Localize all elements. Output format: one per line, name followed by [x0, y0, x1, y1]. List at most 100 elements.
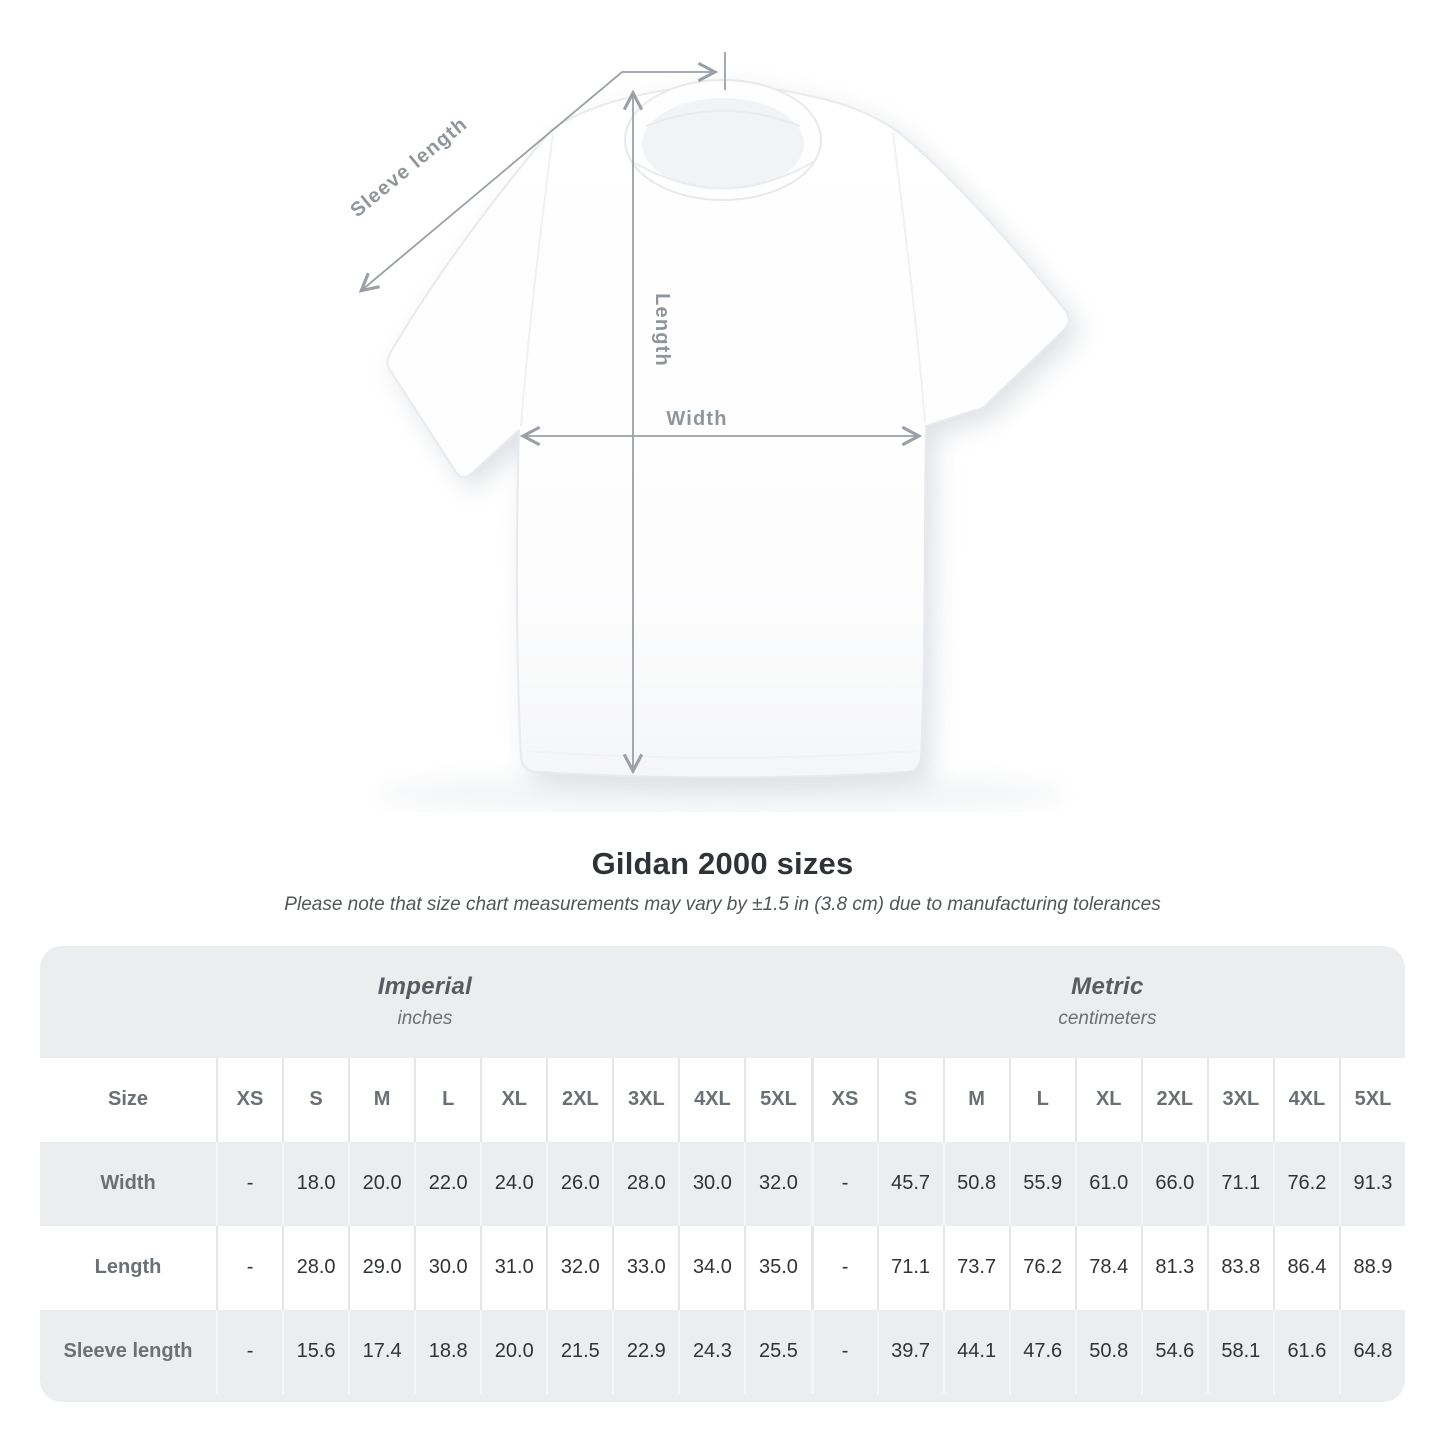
size-column-header: 4XL	[1272, 1057, 1339, 1142]
size-column-header: L	[1008, 1057, 1075, 1142]
table-row: Size XS S M L XL 2XL 3XL 4XL 5XL XS S M L XL 2XL 3XL 4XL 5…	[40, 1057, 1405, 1142]
table-row: Sleeve length -15.6 17.4 18.8 20.0 21.5 22.9 24…	[40, 1309, 1405, 1394]
value-cell: 71.1	[876, 1225, 943, 1310]
metric-section-header: Metric centimeters	[810, 946, 1405, 1058]
row-label: Size	[107, 1088, 149, 1111]
sleeve-length-line	[362, 72, 714, 290]
value-cell: -	[216, 1309, 282, 1394]
value-cell: 24.3	[678, 1309, 744, 1394]
value-cell: 29.0	[348, 1225, 414, 1310]
size-column-header: 3XL	[612, 1057, 678, 1142]
size-column-header: 5XL	[744, 1057, 810, 1142]
size-column-header: 3XL	[1206, 1057, 1273, 1142]
value-cell: 64.8	[1338, 1309, 1405, 1394]
size-column-header: L	[414, 1057, 480, 1142]
value-cell: 45.7	[876, 1141, 943, 1226]
row-label: Length	[94, 1256, 162, 1279]
value-cell: 61.6	[1272, 1309, 1339, 1394]
size-column-header: S	[282, 1057, 348, 1142]
value-cell: 50.8	[1074, 1309, 1141, 1394]
size-column-header: XS	[216, 1057, 282, 1142]
value-cell: 30.0	[678, 1141, 744, 1226]
size-column-header: XS	[810, 1057, 877, 1142]
value-cell: 78.4	[1074, 1225, 1141, 1310]
value-cell: 32.0	[744, 1141, 810, 1226]
imperial-unit: inches	[397, 1008, 453, 1030]
value-cell: 86.4	[1272, 1225, 1339, 1310]
size-column-header: M	[348, 1057, 414, 1142]
value-cell: -	[810, 1141, 877, 1226]
measurement-lines	[362, 52, 918, 770]
value-cell: 22.9	[612, 1309, 678, 1394]
value-cell: 18.8	[414, 1309, 480, 1394]
value-cell: 54.6	[1140, 1309, 1207, 1394]
size-table-card: Imperial inches Metric centimeters Size X…	[40, 945, 1405, 1402]
value-cell: 26.0	[546, 1141, 612, 1226]
value-cell: 55.9	[1008, 1141, 1075, 1226]
value-cell: 20.0	[480, 1309, 546, 1394]
value-cell: 58.1	[1206, 1309, 1273, 1394]
value-cell: 25.5	[744, 1309, 810, 1394]
value-cell: 22.0	[414, 1141, 480, 1226]
imperial-title: Imperial	[377, 973, 473, 1001]
table-row: Length -28.0 29.0 30.0 31.0 32.0 33.0 34.0 35.0-…	[40, 1225, 1405, 1310]
value-cell: 33.0	[612, 1225, 678, 1310]
tshirt-measurement-diagram: Sleeve length Length Width	[346, 52, 1070, 816]
value-cell: 91.3	[1338, 1141, 1405, 1226]
value-cell: 39.7	[876, 1309, 943, 1394]
size-column-header: 5XL	[1338, 1057, 1405, 1142]
value-cell: 73.7	[942, 1225, 1009, 1310]
value-cell: 28.0	[612, 1141, 678, 1226]
value-cell: -	[810, 1225, 877, 1310]
value-cell: 34.0	[678, 1225, 744, 1310]
unit-section-headers: Imperial inches Metric centimeters	[40, 946, 1405, 1058]
value-cell: 28.0	[282, 1225, 348, 1310]
size-column-header: 2XL	[1140, 1057, 1207, 1142]
value-cell: 20.0	[348, 1141, 414, 1226]
value-cell: -	[216, 1141, 282, 1226]
value-cell: 17.4	[348, 1309, 414, 1394]
value-cell: 83.8	[1206, 1225, 1273, 1310]
value-cell: 32.0	[546, 1225, 612, 1310]
value-cell: -	[216, 1225, 282, 1310]
value-cell: 66.0	[1140, 1141, 1207, 1226]
size-column-header: S	[876, 1057, 943, 1142]
size-column-header: M	[942, 1057, 1009, 1142]
size-table-rows: Size XS S M L XL 2XL 3XL 4XL 5XL XS S M L XL 2XL 3XL 4XL 5…	[40, 1057, 1405, 1394]
size-column-header: XL	[480, 1057, 546, 1142]
value-cell: 88.9	[1338, 1225, 1405, 1310]
row-label: Width	[100, 1172, 156, 1195]
page-title: Gildan 2000 sizes	[591, 846, 854, 881]
value-cell: 50.8	[942, 1141, 1009, 1226]
value-cell: 18.0	[282, 1141, 348, 1226]
value-cell: 31.0	[480, 1225, 546, 1310]
metric-title: Metric	[1071, 973, 1144, 1001]
width-label: Width	[666, 408, 727, 430]
size-column-header: 2XL	[546, 1057, 612, 1142]
tolerance-note: Please note that size chart measurements…	[284, 893, 1161, 915]
size-column-header: XL	[1074, 1057, 1141, 1142]
value-cell: 44.1	[942, 1309, 1009, 1394]
value-cell: 76.2	[1272, 1141, 1339, 1226]
value-cell: 47.6	[1008, 1309, 1075, 1394]
value-cell: 61.0	[1074, 1141, 1141, 1226]
value-cell: 21.5	[546, 1309, 612, 1394]
floor-shadow	[377, 772, 1067, 816]
value-cell: 30.0	[414, 1225, 480, 1310]
value-cell: 71.1	[1206, 1141, 1273, 1226]
tshirt-diagram-svg: Sleeve length Length Width	[346, 52, 1070, 816]
imperial-section-header: Imperial inches	[40, 946, 810, 1058]
row-label: Sleeve length	[63, 1340, 193, 1363]
sleeve-length-label: Sleeve length	[346, 113, 472, 222]
value-cell: 35.0	[744, 1225, 810, 1310]
value-cell: 81.3	[1140, 1225, 1207, 1310]
table-row: Width -18.0 20.0 22.0 24.0 26.0 28.0 30.0 32.0-4…	[40, 1141, 1405, 1226]
metric-unit: centimeters	[1058, 1008, 1157, 1030]
value-cell: 76.2	[1008, 1225, 1075, 1310]
length-label: Length	[651, 293, 673, 367]
value-cell: -	[810, 1309, 877, 1394]
tshirt-illustration	[386, 79, 1070, 779]
value-cell: 24.0	[480, 1141, 546, 1226]
size-column-header: 4XL	[678, 1057, 744, 1142]
